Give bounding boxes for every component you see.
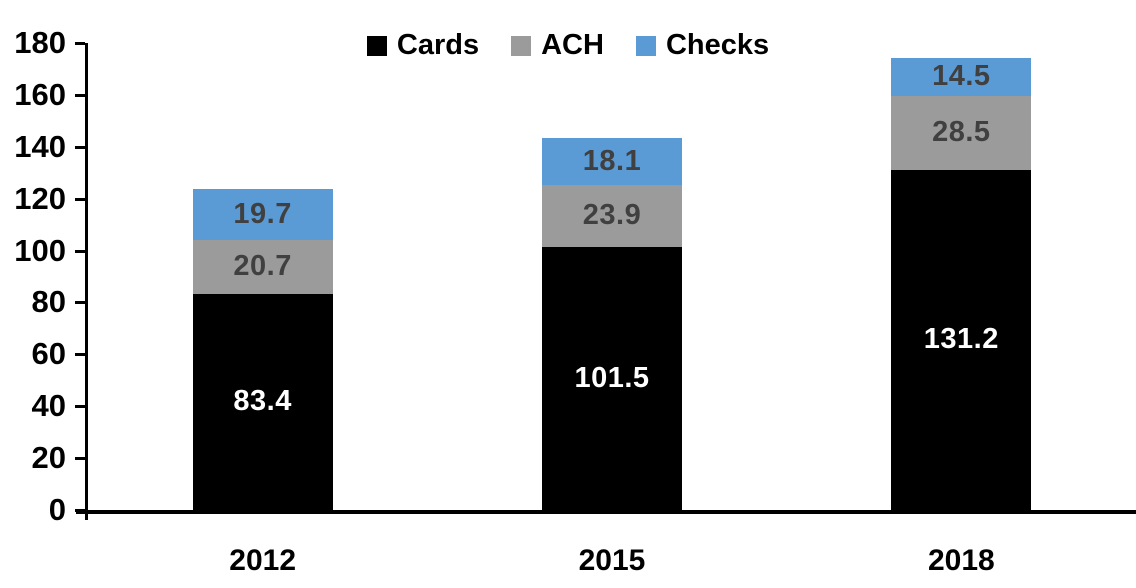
legend-swatch-icon: [366, 35, 387, 56]
data-label: 20.7: [233, 250, 292, 283]
data-label: 23.9: [582, 199, 642, 232]
bar-segment-checks-2012: 19.7: [192, 188, 333, 240]
legend-swatch-icon: [511, 35, 532, 56]
y-tick-label: 80: [31, 284, 66, 320]
y-tick-label: 0: [48, 492, 66, 527]
data-label: 19.7: [233, 197, 292, 230]
bar-segment-checks-2018: 14.5: [891, 58, 1032, 96]
y-tick-label: 140: [14, 128, 66, 164]
y-tick-mark: [75, 145, 85, 149]
y-tick-label: 180: [14, 25, 66, 60]
y-tick-mark: [75, 42, 85, 45]
x-tick-label: 2012: [229, 544, 297, 577]
y-tick-mark: [75, 249, 85, 253]
data-label: 83.4: [233, 385, 292, 418]
y-tick-label: 160: [14, 76, 66, 112]
bar-segment-checks-2015: 18.1: [542, 137, 682, 185]
bar-segment-ach-2012: 20.7: [192, 239, 333, 294]
bar-segment-ach-2015: 23.9: [542, 184, 682, 247]
x-tick-label: 2015: [578, 544, 646, 577]
bar-segment-cards-2012: 83.4: [192, 293, 333, 510]
legend: Cards ACH Checks: [0, 31, 1136, 60]
y-tick-mark: [75, 301, 85, 305]
legend-item-checks: Checks: [635, 29, 770, 61]
legend-label: ACH: [541, 29, 604, 61]
data-label: 131.2: [923, 323, 999, 356]
data-label: 14.5: [932, 60, 991, 93]
data-label: 28.5: [932, 116, 991, 149]
x-axis-line: [76, 510, 1136, 514]
y-tick-label: 100: [14, 232, 66, 268]
legend-label: Cards: [396, 29, 480, 61]
bar-segment-cards-2015: 101.5: [542, 246, 682, 510]
bar-segment-ach-2018: 28.5: [891, 95, 1032, 170]
legend-swatch-icon: [635, 35, 656, 56]
y-tick-mark: [75, 457, 85, 461]
y-tick-mark: [75, 197, 85, 201]
x-tick-label: 2018: [927, 544, 995, 577]
y-tick-label: 120: [14, 180, 66, 216]
y-axis-line: [85, 43, 88, 520]
y-tick-mark: [75, 93, 85, 97]
data-label: 101.5: [574, 361, 650, 394]
y-tick-mark: [75, 353, 85, 357]
y-tick-label: 60: [31, 336, 66, 372]
y-tick-label: 40: [31, 388, 66, 424]
legend-item-ach: ACH: [511, 31, 604, 60]
y-tick-label: 20: [31, 440, 66, 476]
y-tick-mark: [75, 405, 85, 409]
bar-segment-cards-2018: 131.2: [891, 169, 1032, 510]
legend-label: Checks: [665, 29, 770, 61]
data-label: 18.1: [582, 144, 642, 177]
legend-item-cards: Cards: [366, 29, 480, 61]
